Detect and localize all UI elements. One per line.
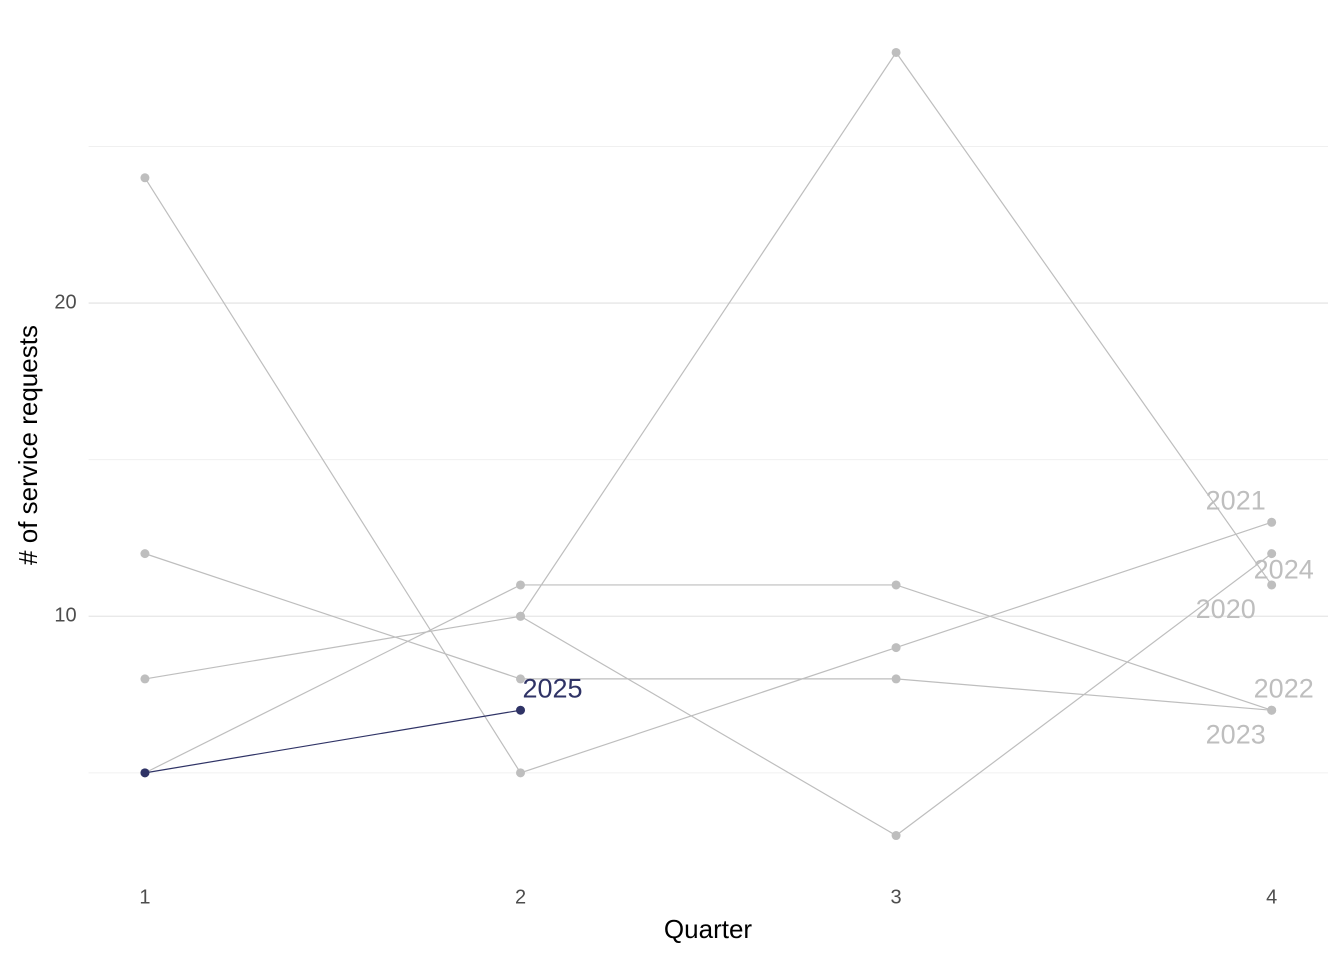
point <box>1267 517 1277 527</box>
x-tick-label: 4 <box>1266 886 1277 908</box>
point <box>140 549 150 559</box>
x-tick-label: 1 <box>139 886 150 908</box>
point <box>516 580 526 590</box>
point <box>516 674 526 684</box>
y-tick-label: 20 <box>54 291 76 313</box>
point <box>516 705 526 715</box>
point <box>1267 580 1277 590</box>
point <box>140 768 150 778</box>
point <box>891 580 901 590</box>
x-axis-title: Quarter <box>664 914 752 944</box>
point <box>1267 549 1277 559</box>
series-line <box>144 553 1273 837</box>
series-label: 2023 <box>1206 719 1266 749</box>
y-axis-title: # of service requests <box>13 325 43 565</box>
point <box>516 611 526 621</box>
point <box>516 768 526 778</box>
point <box>891 831 901 841</box>
point <box>140 674 150 684</box>
series-line <box>144 709 521 774</box>
series-line <box>144 553 1272 711</box>
series-label: 2020 <box>1196 594 1256 624</box>
point <box>891 47 901 57</box>
series-line <box>520 51 1273 617</box>
series-line <box>144 584 1272 774</box>
series-label: 2022 <box>1254 673 1314 703</box>
x-tick-label: 2 <box>515 886 526 908</box>
series-label: 2025 <box>523 673 583 703</box>
x-tick-label: 3 <box>891 886 902 908</box>
point <box>891 674 901 684</box>
point <box>891 643 901 653</box>
series-label: 2024 <box>1254 555 1314 585</box>
point <box>140 173 150 183</box>
point <box>1267 705 1277 715</box>
series-label: 2021 <box>1206 485 1266 515</box>
y-tick-label: 10 <box>54 605 76 627</box>
series-line <box>144 177 1272 774</box>
